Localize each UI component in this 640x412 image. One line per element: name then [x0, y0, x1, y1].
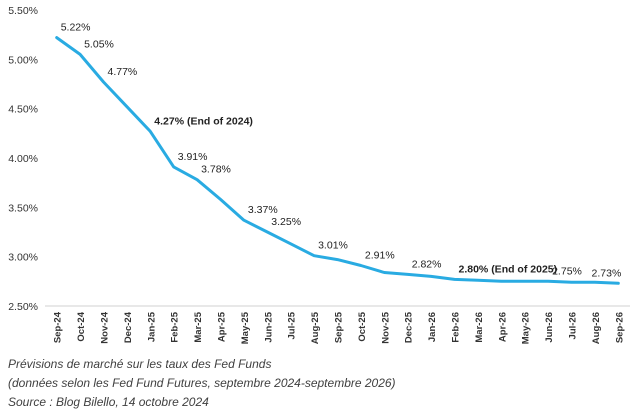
x-tick-label: Sep-24 — [53, 311, 64, 343]
x-tick-label: Dec-24 — [123, 311, 134, 343]
x-tick-label: Nov-24 — [100, 311, 111, 343]
y-tick-label: 5.50% — [8, 5, 38, 17]
x-tick-label: Jan-26 — [427, 312, 438, 342]
data-label: 3.91% — [178, 151, 208, 163]
data-label: 3.01% — [318, 240, 348, 252]
x-tick-label: Jul-26 — [568, 312, 579, 339]
x-tick-label: Mar-26 — [474, 312, 485, 343]
x-tick-label: Apr-25 — [217, 311, 228, 342]
y-tick-label: 2.50% — [8, 301, 38, 313]
data-label: 4.27% (End of 2024) — [154, 115, 253, 127]
data-label: 4.77% — [108, 66, 138, 78]
x-tick-label: Feb-26 — [451, 312, 462, 343]
data-label: 2.73% — [592, 267, 622, 279]
data-label: 3.78% — [201, 164, 231, 176]
y-tick-label: 4.00% — [8, 153, 38, 165]
x-tick-label: Aug-25 — [310, 311, 321, 344]
fed-funds-line-chart: 2.50% 3.00% 3.50% 4.00% 4.50% 5.00% 5.50% Sep-2… — [8, 5, 630, 344]
x-tick-label: Feb-25 — [170, 311, 181, 342]
y-tick-label: 4.50% — [8, 104, 38, 116]
y-tick-label: 5.00% — [8, 54, 38, 66]
series-line — [55, 36, 620, 285]
data-label: 5.22% — [61, 22, 91, 34]
x-tick-label: Sep-26 — [614, 312, 625, 343]
caption-subtitle: (données selon les Fed Fund Futures, sep… — [8, 376, 396, 390]
x-tick-label: Jun-25 — [263, 311, 274, 342]
x-tick-label: May-25 — [240, 311, 251, 344]
x-tick-label: Oct-25 — [357, 311, 368, 341]
x-tick-label: Aug-26 — [591, 312, 602, 344]
data-label: 5.05% — [84, 38, 114, 50]
x-tick-label: Sep-25 — [334, 311, 345, 343]
y-tick-label: 3.00% — [8, 252, 38, 264]
data-label: 2.75% — [552, 265, 582, 277]
x-tick-label: Nov-25 — [380, 311, 391, 343]
x-tick-label: May-26 — [521, 312, 532, 344]
x-tick-label: Dec-25 — [404, 311, 415, 343]
y-tick-label: 3.50% — [8, 202, 38, 214]
data-label: 2.80% (End of 2025) — [459, 263, 558, 275]
data-label: 3.37% — [248, 204, 278, 216]
data-label: 2.82% — [412, 258, 442, 270]
x-tick-label: Mar-25 — [193, 311, 204, 342]
data-label: 3.25% — [271, 216, 301, 228]
x-tick-label: Jul-25 — [287, 311, 298, 339]
x-tick-label: Jan-25 — [146, 311, 157, 342]
x-tick-label: Jun-26 — [544, 312, 555, 343]
data-label: 2.91% — [365, 250, 395, 262]
caption-source: Source : Blog Bilello, 14 octobre 2024 — [8, 395, 209, 409]
x-tick-label: Apr-26 — [497, 312, 508, 342]
caption-title: Prévisions de marché sur les taux des Fe… — [8, 357, 272, 371]
x-tick-label: Oct-24 — [76, 311, 87, 341]
